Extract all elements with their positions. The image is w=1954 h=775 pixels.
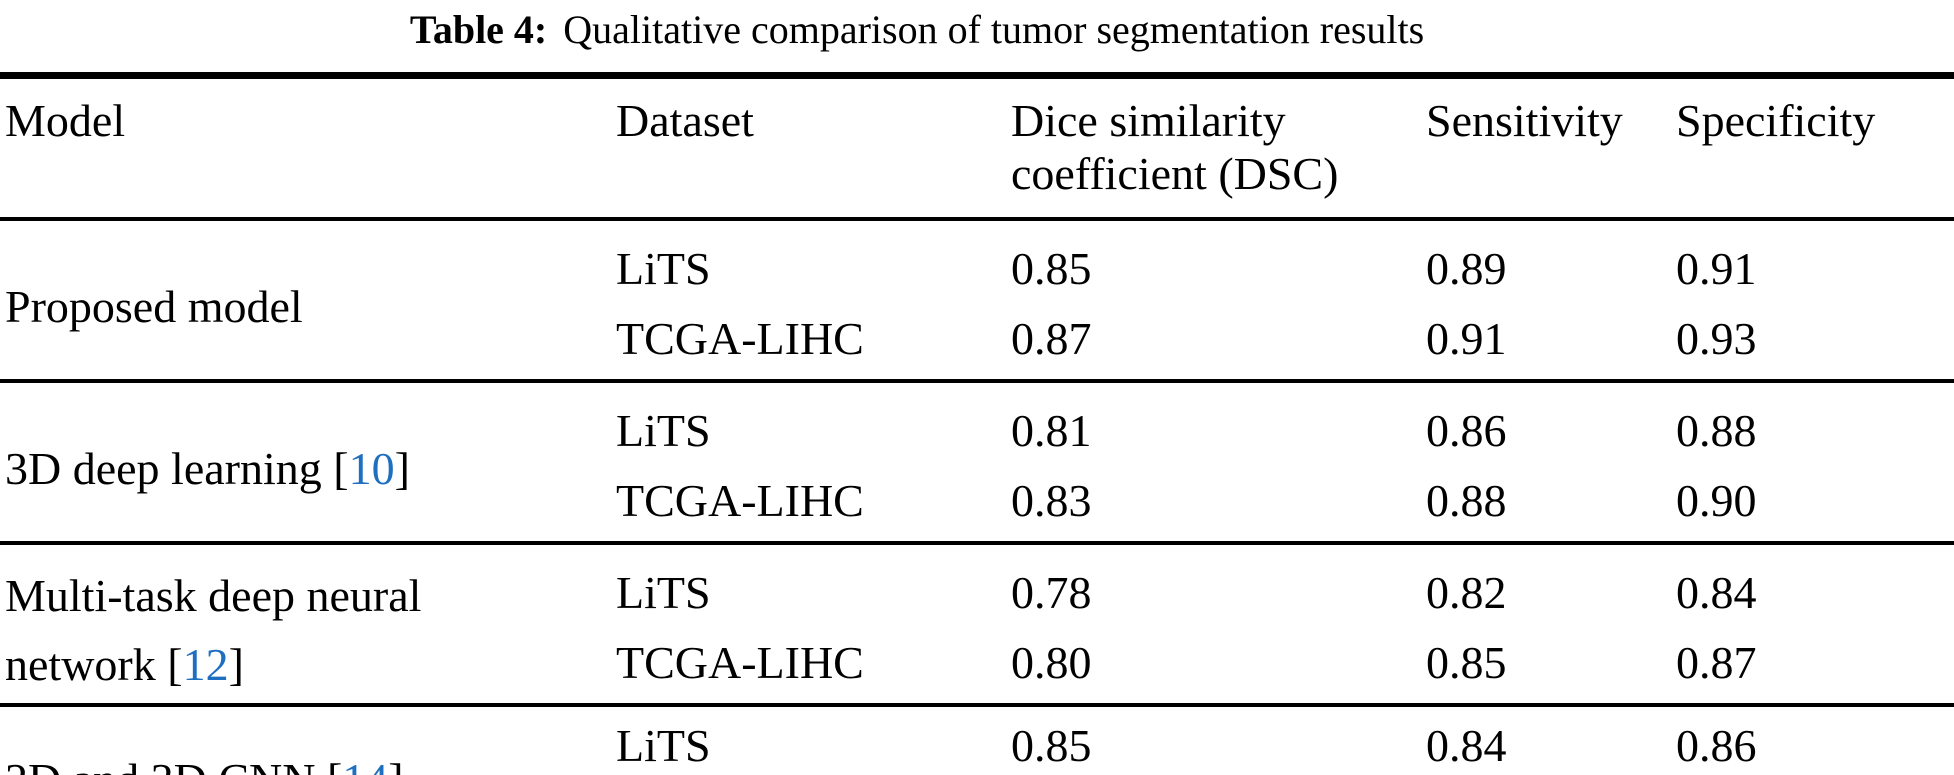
sensitivity-cell: 0.86 (1426, 404, 1507, 456)
dataset-cell: LiTS (616, 720, 711, 771)
model-name-text: network [ (5, 639, 183, 690)
sensitivity-cell: 0.88 (1426, 474, 1507, 526)
sensitivity-cell: 0.91 (1426, 312, 1507, 364)
model-name-line2: network [12] (5, 630, 610, 699)
specificity-cell: 0.87 (1676, 636, 1757, 688)
model-name-cell: 3D deep learning [10] (0, 381, 610, 543)
dataset-cell: LiTS (616, 566, 711, 618)
table-row: 3D deep learning [10] LiTS 0.81 0.86 0.8… (0, 381, 1954, 494)
table-row: TCGA-LIHC 0.87 0.91 0.93 (0, 303, 1954, 381)
sensitivity-cell: 0.84 (1426, 720, 1507, 771)
section-3d-deep-learning: 3D deep learning [10] LiTS 0.81 0.86 0.8… (0, 381, 1954, 543)
header-dataset: Dataset (610, 75, 1005, 221)
specificity-cell: 0.93 (1676, 312, 1757, 364)
citation-link[interactable]: 12 (182, 639, 229, 690)
dsc-cell: 0.85 (1011, 242, 1092, 294)
dsc-cell: 0.87 (1011, 312, 1092, 364)
table-header: Model Dataset Dice similarity coefficien… (0, 75, 1954, 221)
specificity-cell: 0.84 (1676, 566, 1757, 618)
citation-link[interactable]: 10 (348, 442, 395, 494)
section-multitask-dnn: Multi-task deep neural network [12] LiTS… (0, 543, 1954, 705)
sensitivity-cell: 0.85 (1426, 636, 1507, 688)
header-dsc-line1: Dice similarity (1011, 95, 1286, 146)
model-name-cell: 2D and 3D CNN [14] (0, 705, 610, 775)
model-name-text: 2D and 3D CNN [ (5, 754, 342, 775)
dsc-cell: 0.80 (1011, 636, 1092, 688)
model-name-cell: Multi-task deep neural network [12] (0, 543, 610, 705)
specificity-cell: 0.86 (1676, 720, 1757, 771)
results-table: Model Dataset Dice similarity coefficien… (0, 72, 1954, 775)
table-row: 2D and 3D CNN [14] LiTS 0.85 0.84 0.86 (0, 705, 1954, 775)
dsc-cell: 0.85 (1011, 720, 1092, 771)
header-sensitivity: Sensitivity (1420, 75, 1670, 221)
specificity-cell: 0.88 (1676, 404, 1757, 456)
specificity-cell: 0.90 (1676, 474, 1757, 526)
dsc-cell: 0.81 (1011, 404, 1092, 456)
dataset-cell: TCGA-LIHC (616, 312, 864, 364)
dsc-cell: 0.83 (1011, 474, 1092, 526)
header-specificity: Specificity (1670, 75, 1954, 221)
model-name-cell: Proposed model (0, 219, 610, 381)
header-row: Model Dataset Dice similarity coefficien… (0, 75, 1954, 221)
model-name-line1: Multi-task deep neural (5, 570, 422, 621)
table-row: TCGA-LIHC 0.80 0.85 0.87 (0, 627, 1954, 705)
dataset-cell: LiTS (616, 242, 711, 294)
model-name-suffix: ] (388, 754, 403, 775)
table-row: Proposed model LiTS 0.85 0.89 0.91 (0, 219, 1954, 332)
table-row: TCGA-LIHC 0.83 0.88 0.90 (0, 465, 1954, 543)
header-model: Model (0, 75, 610, 221)
model-name-suffix: ] (394, 442, 410, 494)
header-dsc: Dice similarity coefficient (DSC) (1005, 75, 1420, 221)
table-caption-text: Qualitative comparison of tumor segmenta… (563, 7, 1425, 52)
section-2d-3d-cnn: 2D and 3D CNN [14] LiTS 0.85 0.84 0.86 T… (0, 705, 1954, 775)
dataset-cell: LiTS (616, 404, 711, 456)
sensitivity-cell: 0.89 (1426, 242, 1507, 294)
model-name-line2: 3D deep learning [10] (5, 434, 610, 503)
citation-link[interactable]: 14 (342, 754, 388, 775)
header-dsc-line2: coefficient (DSC) (1011, 147, 1339, 199)
sensitivity-cell: 0.82 (1426, 566, 1507, 618)
table-row: Multi-task deep neural network [12] LiTS… (0, 543, 1954, 691)
specificity-cell: 0.91 (1676, 242, 1757, 294)
model-name-line2: Proposed model (5, 272, 610, 341)
dataset-cell: TCGA-LIHC (616, 636, 864, 688)
model-name-text: 3D deep learning [ (5, 442, 349, 494)
dataset-cell: TCGA-LIHC (616, 474, 864, 526)
section-proposed-model: Proposed model LiTS 0.85 0.89 0.91 TCGA-… (0, 219, 1954, 381)
table-caption: Table 4: Qualitative comparison of tumor … (0, 6, 1894, 54)
dsc-cell: 0.78 (1011, 566, 1092, 618)
model-name-line2: 2D and 3D CNN [14] (5, 745, 610, 775)
model-name-suffix: ] (228, 639, 244, 690)
model-name-text: Proposed model (5, 280, 303, 332)
table-caption-label: Table 4: (409, 7, 548, 52)
